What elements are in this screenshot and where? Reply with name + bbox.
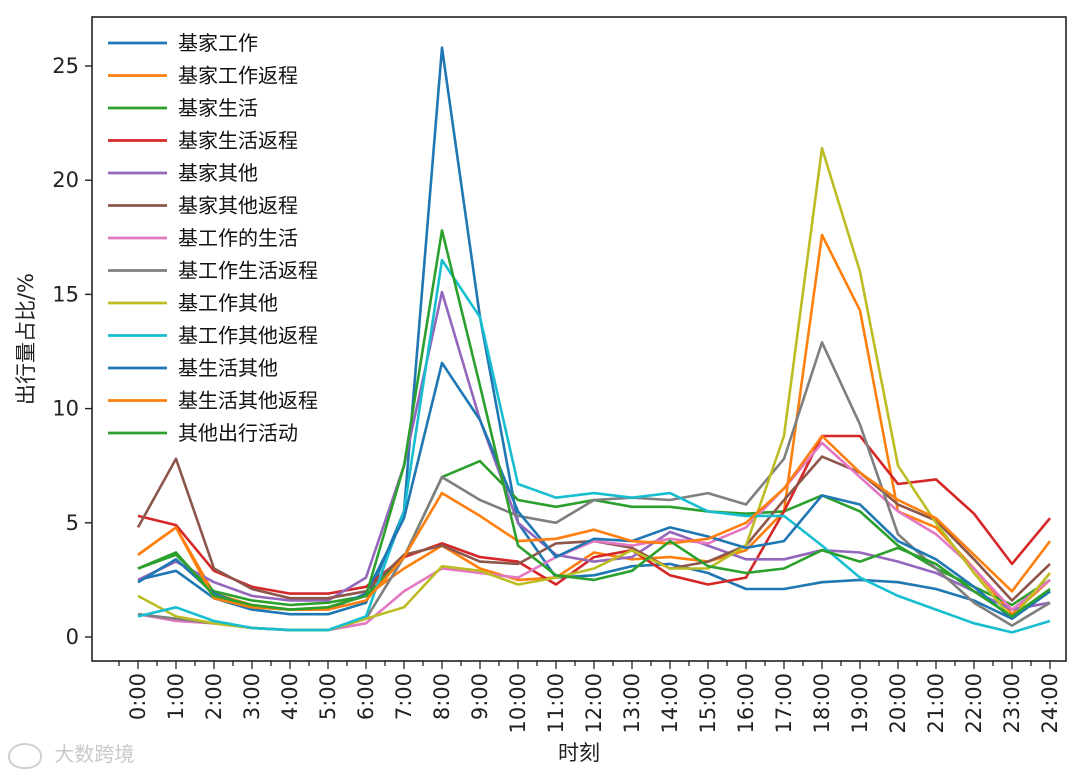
legend-label: 基工作其他 [178, 291, 278, 315]
series-line-4 [137, 434, 1051, 595]
x-tick-label: 9:00 [468, 673, 492, 720]
legend-label: 基工作生活返程 [178, 259, 318, 283]
x-tick-label: 5:00 [316, 673, 340, 720]
x-tick-label: 8:00 [430, 673, 454, 720]
axes: 0 5 10 15 20 25 0:00 1:00 2:00 3:00 4:00 5:00 6:00 7:… [52, 54, 1062, 734]
series-lines [136, 46, 1052, 634]
x-tick-label: 18:00 [810, 673, 834, 734]
legend: 基家工作基家工作返程基家生活基家生活返程基家其他基家其他返程基工作的生活基工作生… [108, 31, 318, 445]
x-tick-label: 1:00 [164, 673, 188, 720]
y-tick-label: 15 [52, 282, 79, 306]
y-tick-label: 20 [52, 168, 79, 192]
legend-label: 基家其他 [178, 161, 258, 185]
x-tick-label: 15:00 [696, 673, 720, 734]
series-line-5 [137, 290, 1051, 611]
plot-frame [91, 16, 1067, 662]
x-tick-label: 24:00 [1038, 673, 1062, 734]
x-tick-label: 22:00 [962, 673, 986, 734]
legend-label: 基家生活 [178, 96, 258, 120]
y-tick-label: 0 [66, 625, 79, 649]
watermark-text: 大数跨境 [54, 742, 135, 766]
legend-label: 基家其他返程 [178, 194, 298, 218]
legend-label: 其他出行活动 [178, 421, 298, 445]
x-tick-label: 12:00 [582, 673, 606, 734]
x-tick-label: 23:00 [1000, 673, 1024, 734]
x-tick-label: 16:00 [734, 673, 758, 734]
x-tick-label: 19:00 [848, 673, 872, 734]
legend-label: 基工作的生活 [178, 226, 298, 250]
x-tick-label: 4:00 [278, 673, 302, 720]
x-tick-label: 21:00 [924, 673, 948, 734]
y-tick-label: 25 [52, 54, 79, 78]
legend-label: 基家生活返程 [178, 129, 298, 153]
x-tick-label: 13:00 [620, 673, 644, 734]
plot-area [91, 16, 1067, 662]
x-axis-title: 时刻 [558, 741, 600, 765]
legend-label: 基生活其他返程 [178, 389, 318, 413]
series-line-10 [137, 258, 1051, 634]
y-tick-label: 10 [52, 397, 79, 421]
x-tick-label: 2:00 [202, 673, 226, 720]
x-tick-label: 0:00 [126, 673, 150, 720]
watermark-logo-icon [8, 742, 42, 769]
legend-label: 基生活其他 [178, 356, 278, 380]
series-line-13 [137, 229, 1051, 618]
y-tick-label: 5 [66, 511, 79, 535]
y-axis-title: 出行量占比/% [14, 273, 38, 405]
legend-label: 基工作其他返程 [178, 324, 318, 348]
legend-label: 基家工作 [178, 31, 258, 55]
x-tick-label: 17:00 [772, 673, 796, 734]
x-tick-label: 3:00 [240, 673, 264, 720]
watermark: 大数跨境 [8, 738, 134, 769]
x-tick-label: 11:00 [544, 673, 568, 734]
series-line-1 [137, 46, 1051, 621]
x-tick-label: 20:00 [886, 673, 910, 734]
x-tick-label: 6:00 [354, 673, 378, 720]
x-tick-label: 7:00 [392, 673, 416, 720]
legend-label: 基家工作返程 [178, 64, 298, 88]
x-tick-label: 10:00 [506, 673, 530, 734]
x-tick-label: 14:00 [658, 673, 682, 734]
